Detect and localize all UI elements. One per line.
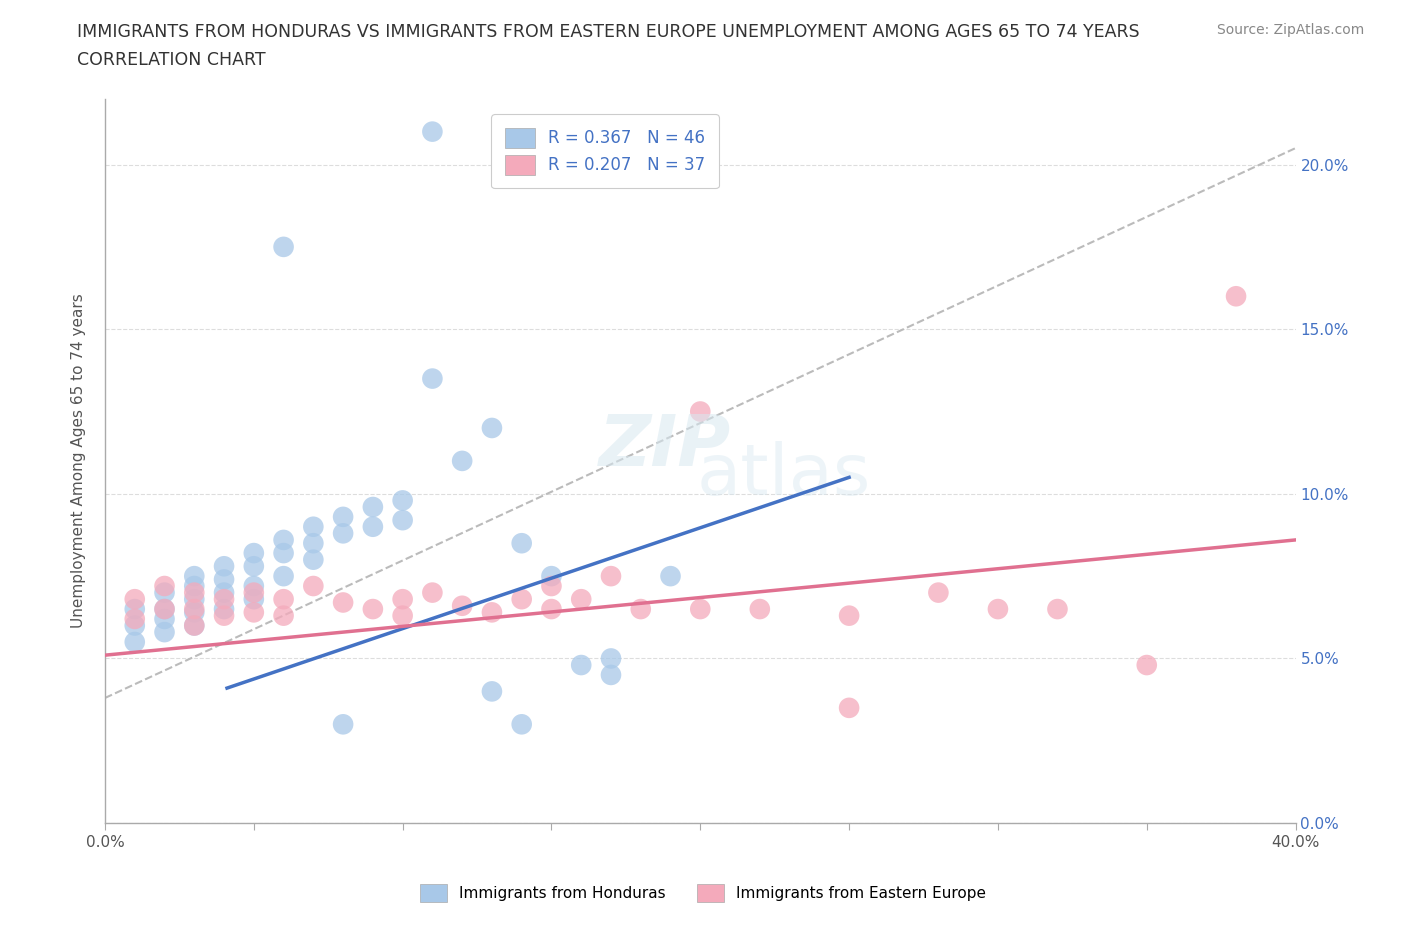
Point	[183, 602, 205, 617]
Point	[183, 618, 205, 633]
Y-axis label: Unemployment Among Ages 65 to 74 years: Unemployment Among Ages 65 to 74 years	[72, 294, 86, 629]
Point	[183, 618, 205, 633]
Legend: Immigrants from Honduras, Immigrants from Eastern Europe: Immigrants from Honduras, Immigrants fro…	[413, 878, 993, 909]
Point	[422, 125, 444, 140]
Point	[600, 668, 623, 683]
Point	[302, 578, 325, 593]
Point	[243, 578, 266, 593]
Point	[273, 239, 295, 254]
Point	[212, 572, 235, 587]
Point	[153, 612, 176, 627]
Point	[1225, 289, 1247, 304]
Point	[510, 717, 533, 732]
Point	[540, 578, 562, 593]
Point	[153, 578, 176, 593]
Point	[569, 658, 592, 672]
Text: ZIP: ZIP	[599, 412, 731, 481]
Point	[183, 591, 205, 606]
Point	[838, 608, 860, 623]
Point	[124, 591, 146, 606]
Point	[540, 569, 562, 584]
Point	[332, 510, 354, 525]
Point	[183, 569, 205, 584]
Point	[243, 591, 266, 606]
Point	[361, 499, 384, 514]
Point	[273, 533, 295, 548]
Point	[212, 559, 235, 574]
Point	[927, 585, 949, 600]
Point	[451, 598, 474, 613]
Point	[659, 569, 682, 584]
Legend: R = 0.367   N = 46, R = 0.207   N = 37: R = 0.367 N = 46, R = 0.207 N = 37	[492, 114, 718, 188]
Point	[600, 569, 623, 584]
Point	[243, 585, 266, 600]
Point	[212, 591, 235, 606]
Text: IMMIGRANTS FROM HONDURAS VS IMMIGRANTS FROM EASTERN EUROPE UNEMPLOYMENT AMONG AG: IMMIGRANTS FROM HONDURAS VS IMMIGRANTS F…	[77, 23, 1140, 41]
Point	[273, 608, 295, 623]
Point	[332, 525, 354, 540]
Point	[510, 591, 533, 606]
Point	[183, 578, 205, 593]
Point	[153, 625, 176, 640]
Point	[124, 612, 146, 627]
Point	[838, 700, 860, 715]
Point	[1136, 658, 1159, 672]
Point	[451, 454, 474, 469]
Point	[569, 591, 592, 606]
Point	[183, 604, 205, 619]
Point	[361, 519, 384, 534]
Point	[391, 591, 413, 606]
Point	[124, 634, 146, 649]
Point	[153, 602, 176, 617]
Point	[124, 618, 146, 633]
Point	[481, 604, 503, 619]
Text: CORRELATION CHART: CORRELATION CHART	[77, 51, 266, 69]
Point	[987, 602, 1010, 617]
Point	[748, 602, 770, 617]
Point	[302, 536, 325, 551]
Point	[153, 602, 176, 617]
Point	[422, 585, 444, 600]
Point	[243, 559, 266, 574]
Point	[481, 420, 503, 435]
Point	[302, 552, 325, 567]
Point	[422, 371, 444, 386]
Point	[212, 585, 235, 600]
Point	[510, 536, 533, 551]
Point	[273, 546, 295, 561]
Point	[1046, 602, 1069, 617]
Text: atlas: atlas	[696, 441, 870, 510]
Point	[273, 591, 295, 606]
Point	[391, 493, 413, 508]
Point	[302, 519, 325, 534]
Point	[243, 546, 266, 561]
Point	[689, 602, 711, 617]
Point	[183, 585, 205, 600]
Point	[540, 602, 562, 617]
Point	[630, 602, 652, 617]
Point	[124, 602, 146, 617]
Point	[153, 585, 176, 600]
Text: Source: ZipAtlas.com: Source: ZipAtlas.com	[1216, 23, 1364, 37]
Point	[361, 602, 384, 617]
Point	[332, 595, 354, 610]
Point	[600, 651, 623, 666]
Point	[332, 717, 354, 732]
Point	[212, 608, 235, 623]
Point	[391, 512, 413, 527]
Point	[273, 569, 295, 584]
Point	[481, 684, 503, 698]
Point	[243, 604, 266, 619]
Point	[689, 404, 711, 418]
Point	[212, 602, 235, 617]
Point	[391, 608, 413, 623]
